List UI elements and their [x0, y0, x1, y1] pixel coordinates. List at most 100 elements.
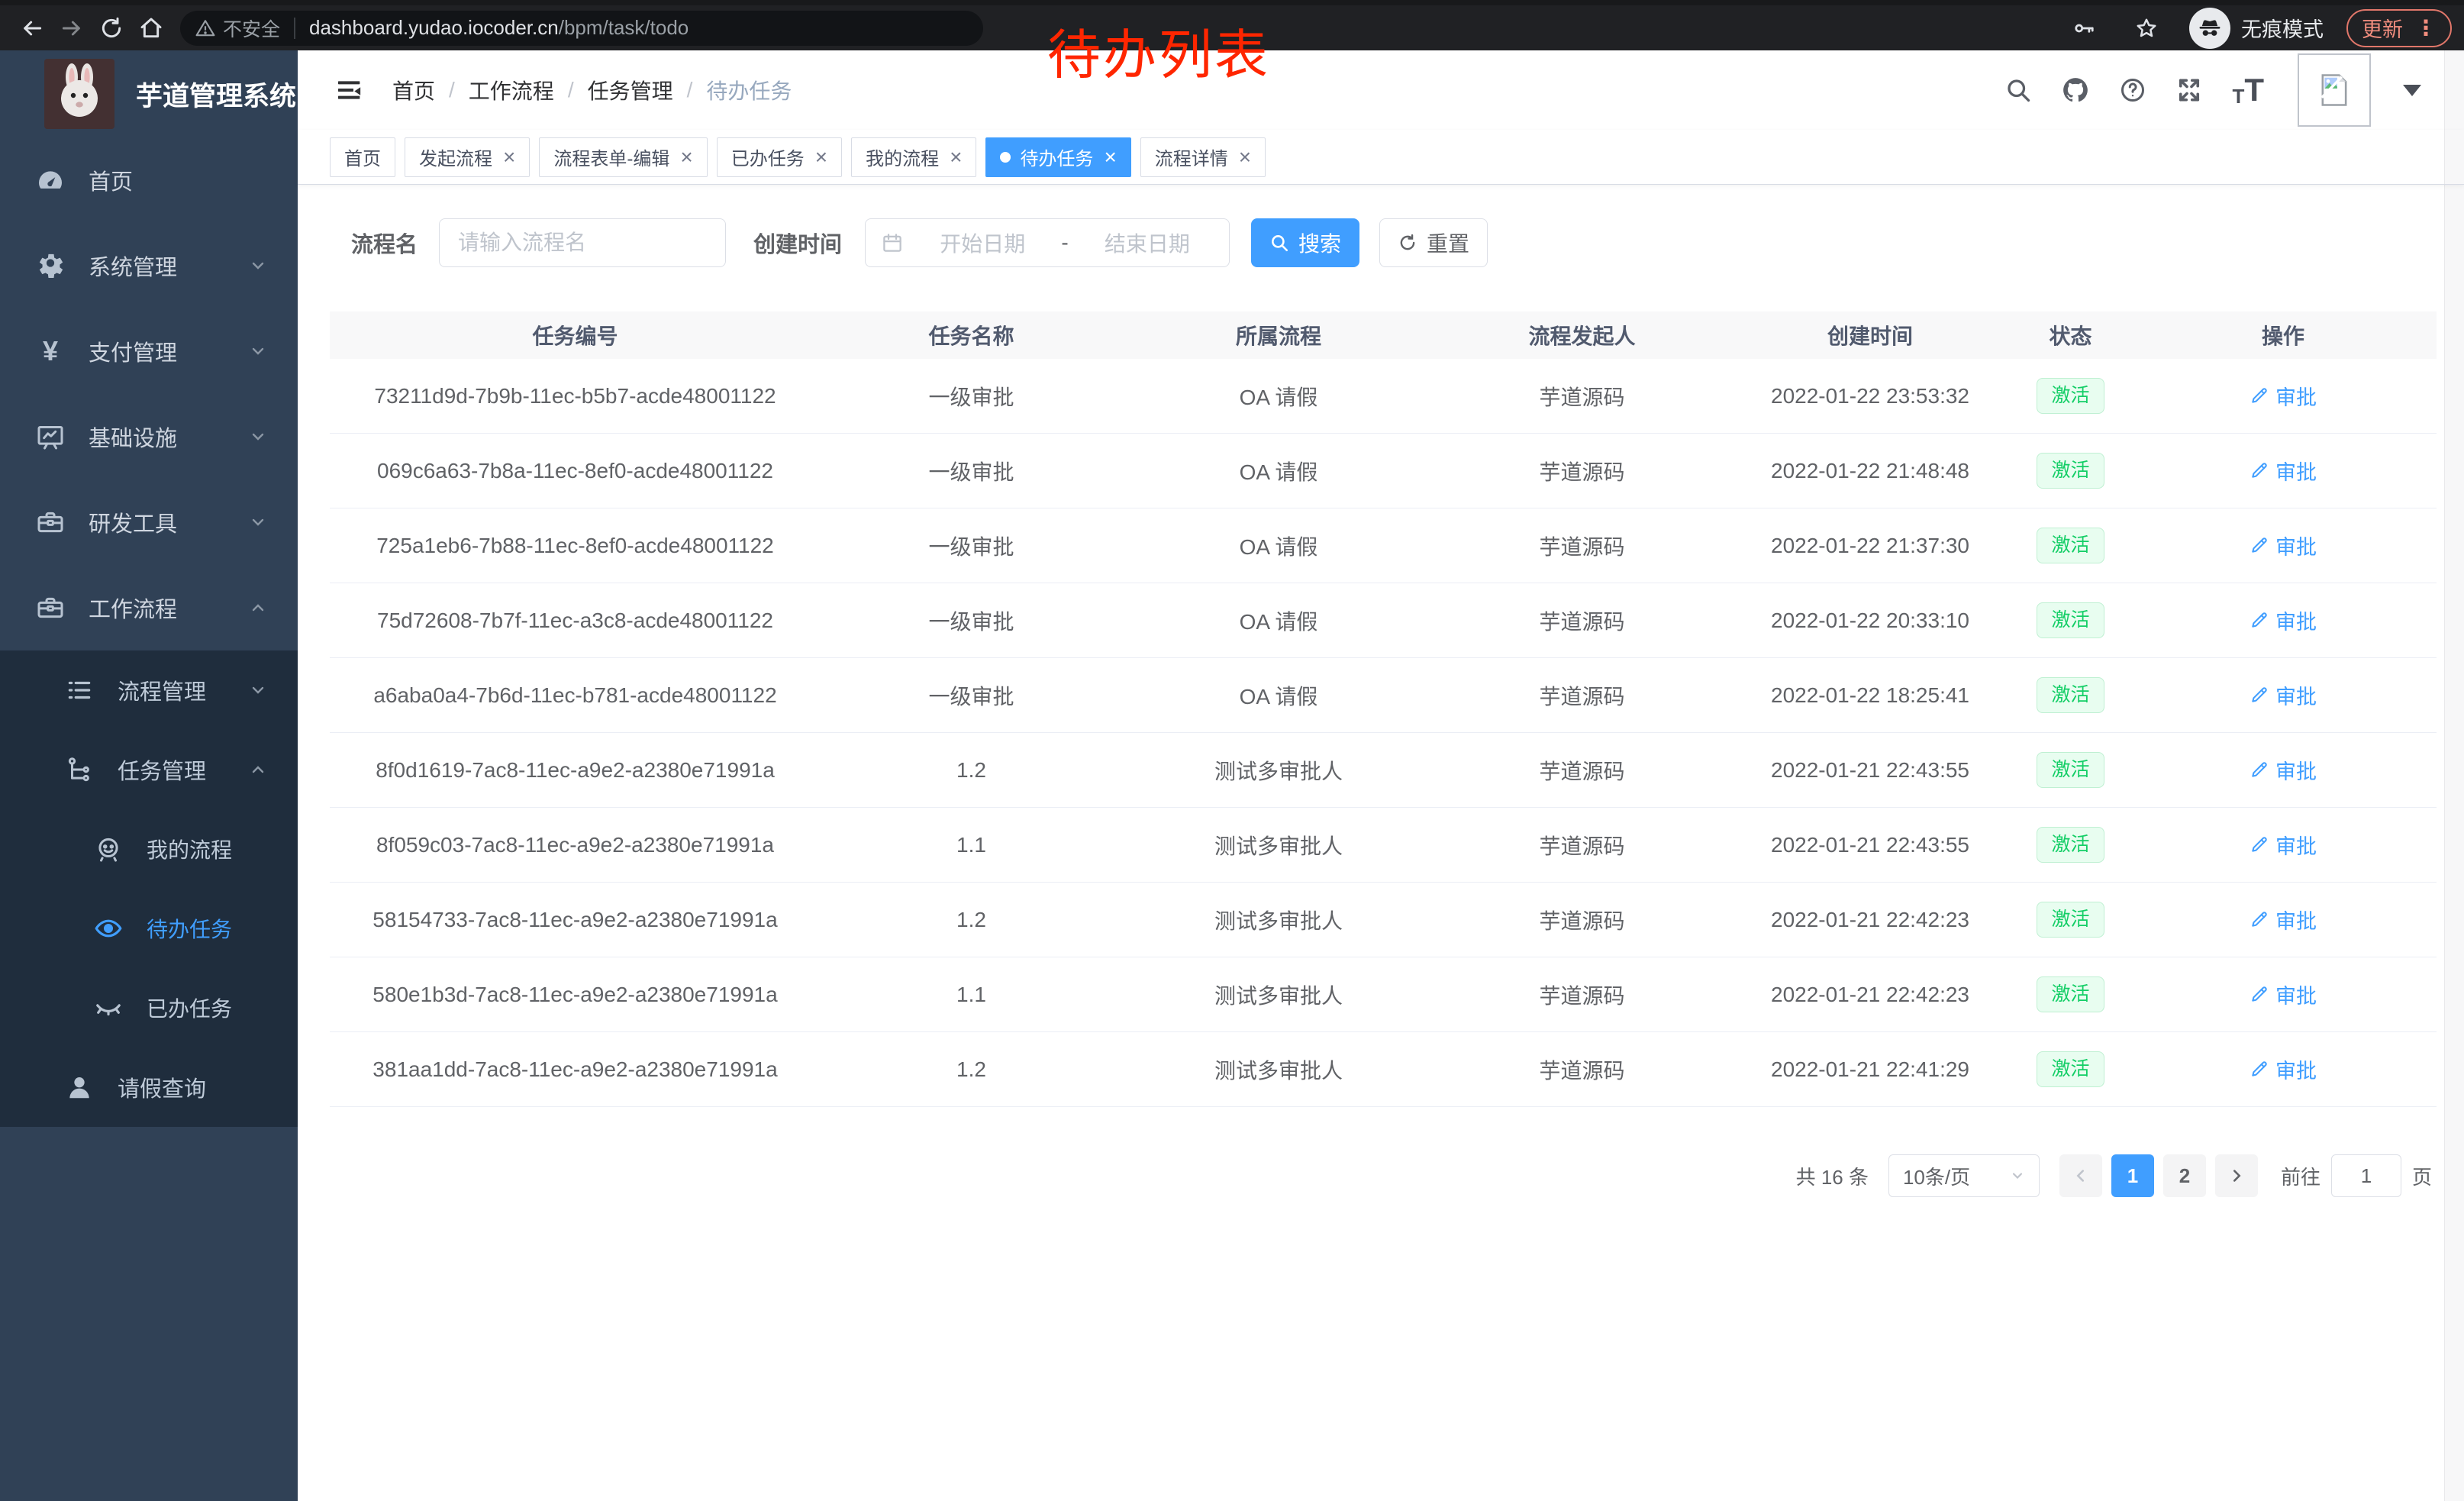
robot-icon [92, 834, 125, 863]
sidebar-item-label: 研发工具 [89, 512, 178, 537]
update-button[interactable]: 更新 ⋮ [2346, 8, 2452, 47]
tab-todo-tasks[interactable]: 待办任务 × [985, 137, 1131, 177]
status-badge: 激活 [2037, 826, 2104, 863]
breadcrumb-item[interactable]: 首页 [392, 79, 436, 103]
close-icon[interactable]: × [1104, 144, 1117, 169]
tab-my-process[interactable]: 我的流程 × [851, 137, 977, 177]
menu-dots-icon[interactable]: ⋮ [2415, 16, 2437, 40]
scrollbar[interactable] [2444, 50, 2464, 1501]
incognito-badge: 无痕模式 [2189, 7, 2324, 49]
sidebar-item-home[interactable]: 首页 [0, 137, 298, 223]
sidebar-item-process-mgmt[interactable]: 流程管理 [0, 650, 298, 730]
tab-done-tasks[interactable]: 已办任务 × [716, 137, 843, 177]
sidebar-item-label: 基础设施 [89, 427, 178, 451]
caret-down-icon[interactable] [2403, 84, 2421, 96]
sidebar-item-leave-query[interactable]: 请假查询 [0, 1047, 298, 1127]
key-icon[interactable] [2064, 8, 2104, 48]
process-name-input[interactable] [439, 218, 727, 267]
breadcrumb-item[interactable]: 任务管理 [587, 79, 673, 103]
app-logo[interactable]: 芋道管理系统 [0, 50, 298, 137]
sidebar-item-my-process[interactable]: 我的流程 [0, 809, 298, 889]
sidebar-item-infrastructure[interactable]: 基础设施 [0, 394, 298, 479]
page-size-select[interactable]: 10条/页 [1888, 1154, 2040, 1197]
tree-icon [63, 755, 96, 784]
star-icon[interactable] [2127, 8, 2166, 48]
page-button-1[interactable]: 1 [2111, 1154, 2154, 1197]
fullscreen-icon[interactable] [2175, 76, 2203, 104]
avatar[interactable] [2298, 53, 2371, 127]
approve-button[interactable]: 审批 [2250, 755, 2317, 785]
close-icon[interactable]: × [503, 144, 516, 169]
forward-icon[interactable] [52, 8, 92, 48]
cell-process: OA 请假 [1239, 684, 1318, 709]
date-range-picker[interactable]: 开始日期 - 结束日期 [865, 218, 1230, 267]
sidebar-item-todo-tasks[interactable]: 待办任务 [0, 889, 298, 968]
cell-actions: 审批 [2130, 531, 2437, 561]
sidebar-item-workflow[interactable]: 工作流程 [0, 565, 298, 650]
chevron-right-icon [2233, 1170, 2241, 1182]
reset-button[interactable]: 重置 [1379, 218, 1488, 267]
tab-form-edit[interactable]: 流程表单-编辑 × [539, 137, 708, 177]
refresh-icon [1400, 234, 1415, 250]
tab-start-process[interactable]: 发起流程 × [405, 137, 531, 177]
sidebar: 芋道管理系统 首页 系统管理 ¥ 支付管理 基础设施 [0, 50, 298, 1501]
tab-home[interactable]: 首页 [330, 137, 395, 177]
home-icon[interactable] [131, 8, 171, 48]
sidebar-item-label: 任务管理 [118, 760, 207, 784]
cell-task-id: 8f059c03-7ac8-11ec-a9e2-a2380e71991a [376, 832, 775, 857]
cell-task-id: 069c6a63-7b8a-11ec-8ef0-acde48001122 [377, 458, 773, 483]
edit-icon [2252, 1061, 2267, 1077]
goto-page-input[interactable] [2330, 1154, 2401, 1197]
tab-process-detail[interactable]: 流程详情 × [1140, 137, 1266, 177]
help-icon[interactable] [2119, 76, 2146, 104]
toolbox-icon [34, 592, 67, 623]
approve-button[interactable]: 审批 [2250, 605, 2317, 635]
close-icon[interactable]: × [950, 144, 963, 169]
cell-task-name: 1.1 [956, 982, 986, 1006]
approve-button[interactable]: 审批 [2250, 381, 2317, 411]
approve-button[interactable]: 审批 [2250, 456, 2317, 486]
cell-actions: 审批 [2130, 980, 2437, 1010]
github-icon[interactable] [2061, 76, 2090, 105]
close-icon[interactable]: × [680, 144, 693, 169]
cell-starter: 芋道源码 [1539, 1058, 1625, 1083]
search-icon[interactable] [2004, 76, 2032, 104]
approve-button[interactable]: 审批 [2250, 680, 2317, 710]
search-button[interactable]: 搜索 [1251, 218, 1360, 267]
sidebar-item-dev-tools[interactable]: 研发工具 [0, 479, 298, 565]
url-bar[interactable]: 不安全 dashboard.yudao.iocoder.cn/bpm/task/… [180, 10, 983, 46]
cell-create-time: 2022-01-21 22:43:55 [1771, 832, 1969, 857]
process-name-label: 流程名 [351, 233, 418, 257]
page-button-2[interactable]: 2 [2162, 1154, 2206, 1197]
cell-starter: 芋道源码 [1539, 385, 1625, 409]
approve-button[interactable]: 审批 [2250, 980, 2317, 1009]
approve-button[interactable]: 审批 [2250, 531, 2317, 560]
close-icon[interactable]: × [1238, 144, 1252, 169]
table-row: 580e1b3d-7ac8-11ec-a9e2-a2380e71991a 1.1… [330, 957, 2437, 1032]
approve-button[interactable]: 审批 [2250, 1054, 2317, 1084]
next-page-button[interactable] [2214, 1154, 2258, 1197]
back-icon[interactable] [12, 8, 52, 48]
sidebar-item-system[interactable]: 系统管理 [0, 223, 298, 308]
close-icon[interactable]: × [814, 144, 828, 169]
sidebar-item-payment[interactable]: ¥ 支付管理 [0, 308, 298, 394]
sidebar-item-task-mgmt[interactable]: 任务管理 [0, 730, 298, 809]
page-suffix: 页 [2411, 1165, 2432, 1189]
calendar-icon [881, 231, 904, 254]
incognito-label: 无痕模式 [2241, 18, 2324, 41]
cell-task-name: 一级审批 [928, 534, 1014, 559]
hamburger-icon[interactable] [334, 75, 365, 105]
monitor-icon [34, 421, 67, 452]
breadcrumb-item[interactable]: 工作流程 [468, 79, 554, 103]
cell-process: OA 请假 [1239, 609, 1318, 634]
approve-button[interactable]: 审批 [2250, 830, 2317, 860]
cell-starter: 芋道源码 [1539, 684, 1625, 709]
approve-button[interactable]: 审批 [2250, 905, 2317, 934]
edit-icon [2252, 837, 2267, 852]
security-warning[interactable]: 不安全 [195, 15, 280, 42]
prev-page-button[interactable] [2059, 1154, 2102, 1197]
edit-icon [2252, 537, 2267, 553]
reload-icon[interactable] [92, 8, 131, 48]
sidebar-item-done-tasks[interactable]: 已办任务 [0, 968, 298, 1047]
